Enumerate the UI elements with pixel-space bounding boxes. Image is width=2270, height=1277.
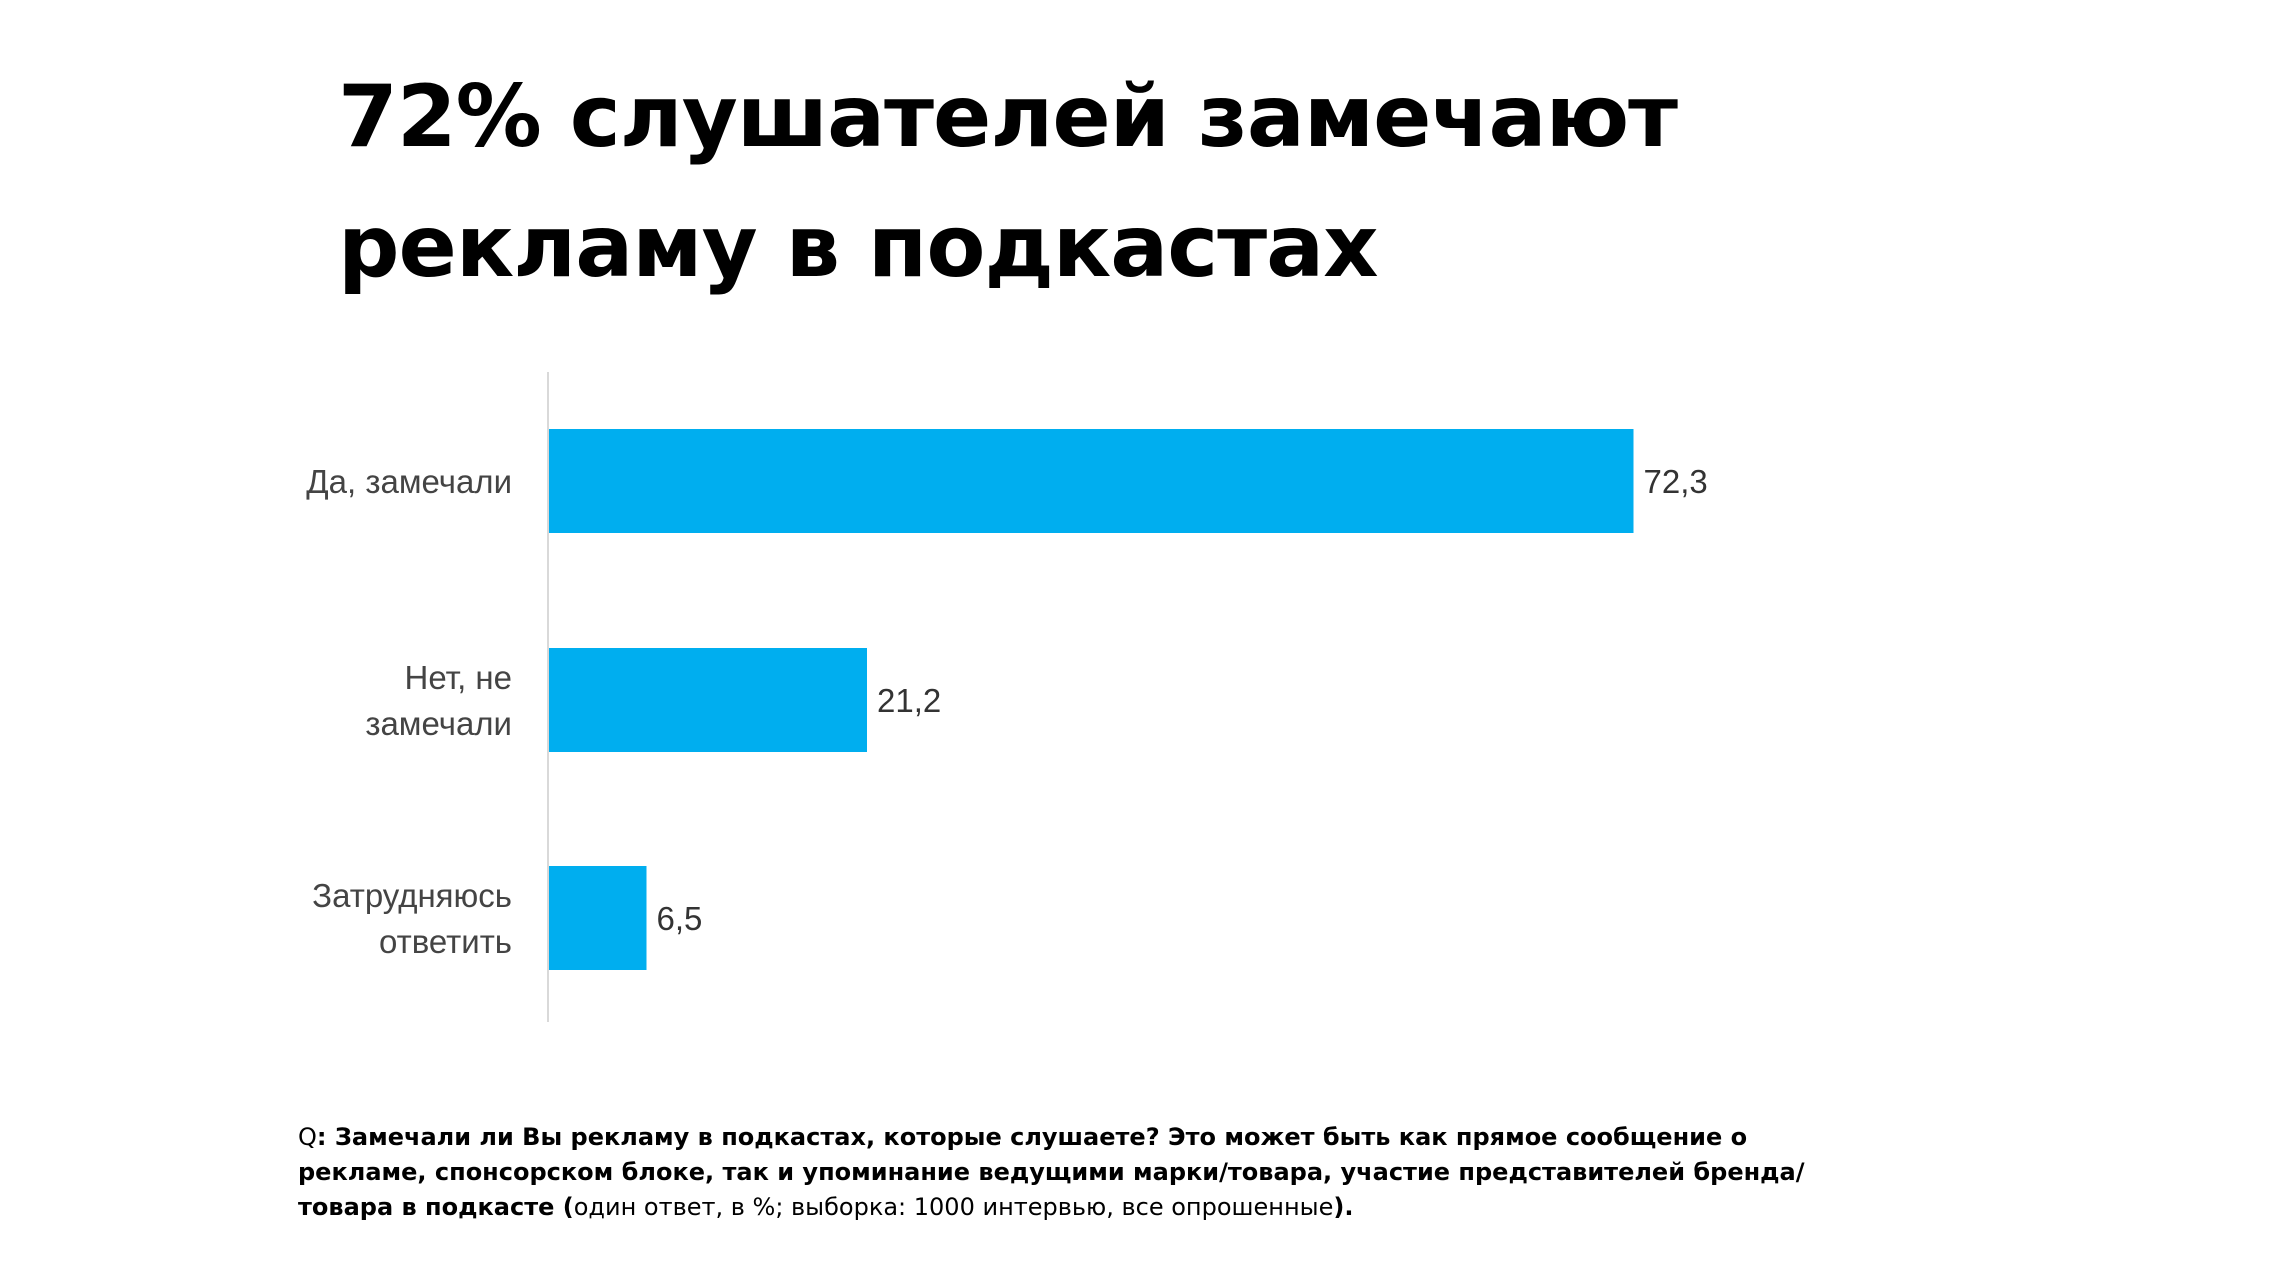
value-label-2: 21,2 [877, 682, 941, 719]
category-label-3: Затрудняюсь ответить [312, 877, 512, 960]
question-footnote: Q: Замечали ли Вы рекламу в подкастах, к… [298, 1120, 1858, 1225]
question-prefix: Q [298, 1123, 317, 1151]
category-label-line: Да, замечали [306, 463, 512, 500]
category-label-line: замечали [365, 705, 512, 742]
bar-chart: 72,3 Да, замечали 21,2 Нет, не замечали 6,5 За… [306, 372, 1708, 1022]
category-label-1: Да, замечали [306, 463, 512, 500]
category-label-2: Нет, не замечали [365, 659, 512, 742]
title-line-1: 72% слушателей замечают [338, 67, 1678, 167]
question-meta: один ответ, в %; выборка: 1000 интервью,… [573, 1193, 1334, 1221]
question-close: ). [1333, 1193, 1354, 1221]
question-text: : Замечали ли Вы рекламу в подкастах, ко… [298, 1123, 1805, 1221]
category-label-line: ответить [379, 923, 512, 960]
bar-2 [549, 648, 867, 752]
bar-1 [549, 429, 1634, 533]
bar-3 [549, 866, 647, 970]
value-label-1: 72,3 [1644, 463, 1708, 500]
category-label-line: Затрудняюсь [312, 877, 512, 914]
slide-title: 72% слушателей замечают рекламу в подкас… [338, 52, 1838, 312]
value-label-3: 6,5 [657, 900, 703, 937]
question-open-paren: ( [562, 1193, 574, 1221]
category-label-line: Нет, не [405, 659, 512, 696]
title-line-2: рекламу в подкастах [338, 197, 1379, 297]
